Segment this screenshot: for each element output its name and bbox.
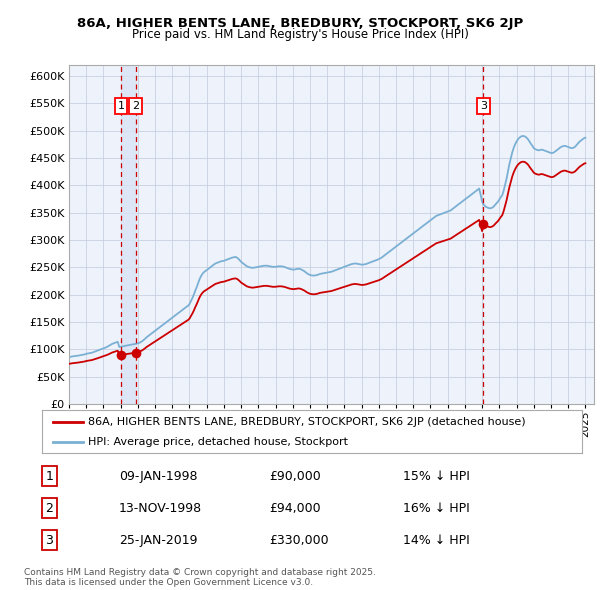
Text: 14% ↓ HPI: 14% ↓ HPI [403, 534, 470, 547]
Text: HPI: Average price, detached house, Stockport: HPI: Average price, detached house, Stoc… [88, 437, 348, 447]
Text: 3: 3 [45, 534, 53, 547]
Text: 86A, HIGHER BENTS LANE, BREDBURY, STOCKPORT, SK6 2JP: 86A, HIGHER BENTS LANE, BREDBURY, STOCKP… [77, 17, 523, 30]
Text: 2: 2 [45, 502, 53, 514]
Text: 2: 2 [132, 101, 139, 111]
Bar [121, 65, 136, 404]
Text: Price paid vs. HM Land Registry's House Price Index (HPI): Price paid vs. HM Land Registry's House … [131, 28, 469, 41]
Text: 16% ↓ HPI: 16% ↓ HPI [403, 502, 470, 514]
Text: 86A, HIGHER BENTS LANE, BREDBURY, STOCKPORT, SK6 2JP (detached house): 86A, HIGHER BENTS LANE, BREDBURY, STOCKP… [88, 417, 526, 427]
Text: Contains HM Land Registry data © Crown copyright and database right 2025.
This d: Contains HM Land Registry data © Crown c… [24, 568, 376, 587]
Text: 25-JAN-2019: 25-JAN-2019 [119, 534, 197, 547]
Text: 3: 3 [480, 101, 487, 111]
Text: £90,000: £90,000 [269, 470, 321, 483]
Text: £330,000: £330,000 [269, 534, 329, 547]
Text: 15% ↓ HPI: 15% ↓ HPI [403, 470, 470, 483]
Text: 1: 1 [45, 470, 53, 483]
Text: 1: 1 [118, 101, 125, 111]
Text: 09-JAN-1998: 09-JAN-1998 [119, 470, 197, 483]
Text: £94,000: £94,000 [269, 502, 321, 514]
Text: 13-NOV-1998: 13-NOV-1998 [119, 502, 202, 514]
